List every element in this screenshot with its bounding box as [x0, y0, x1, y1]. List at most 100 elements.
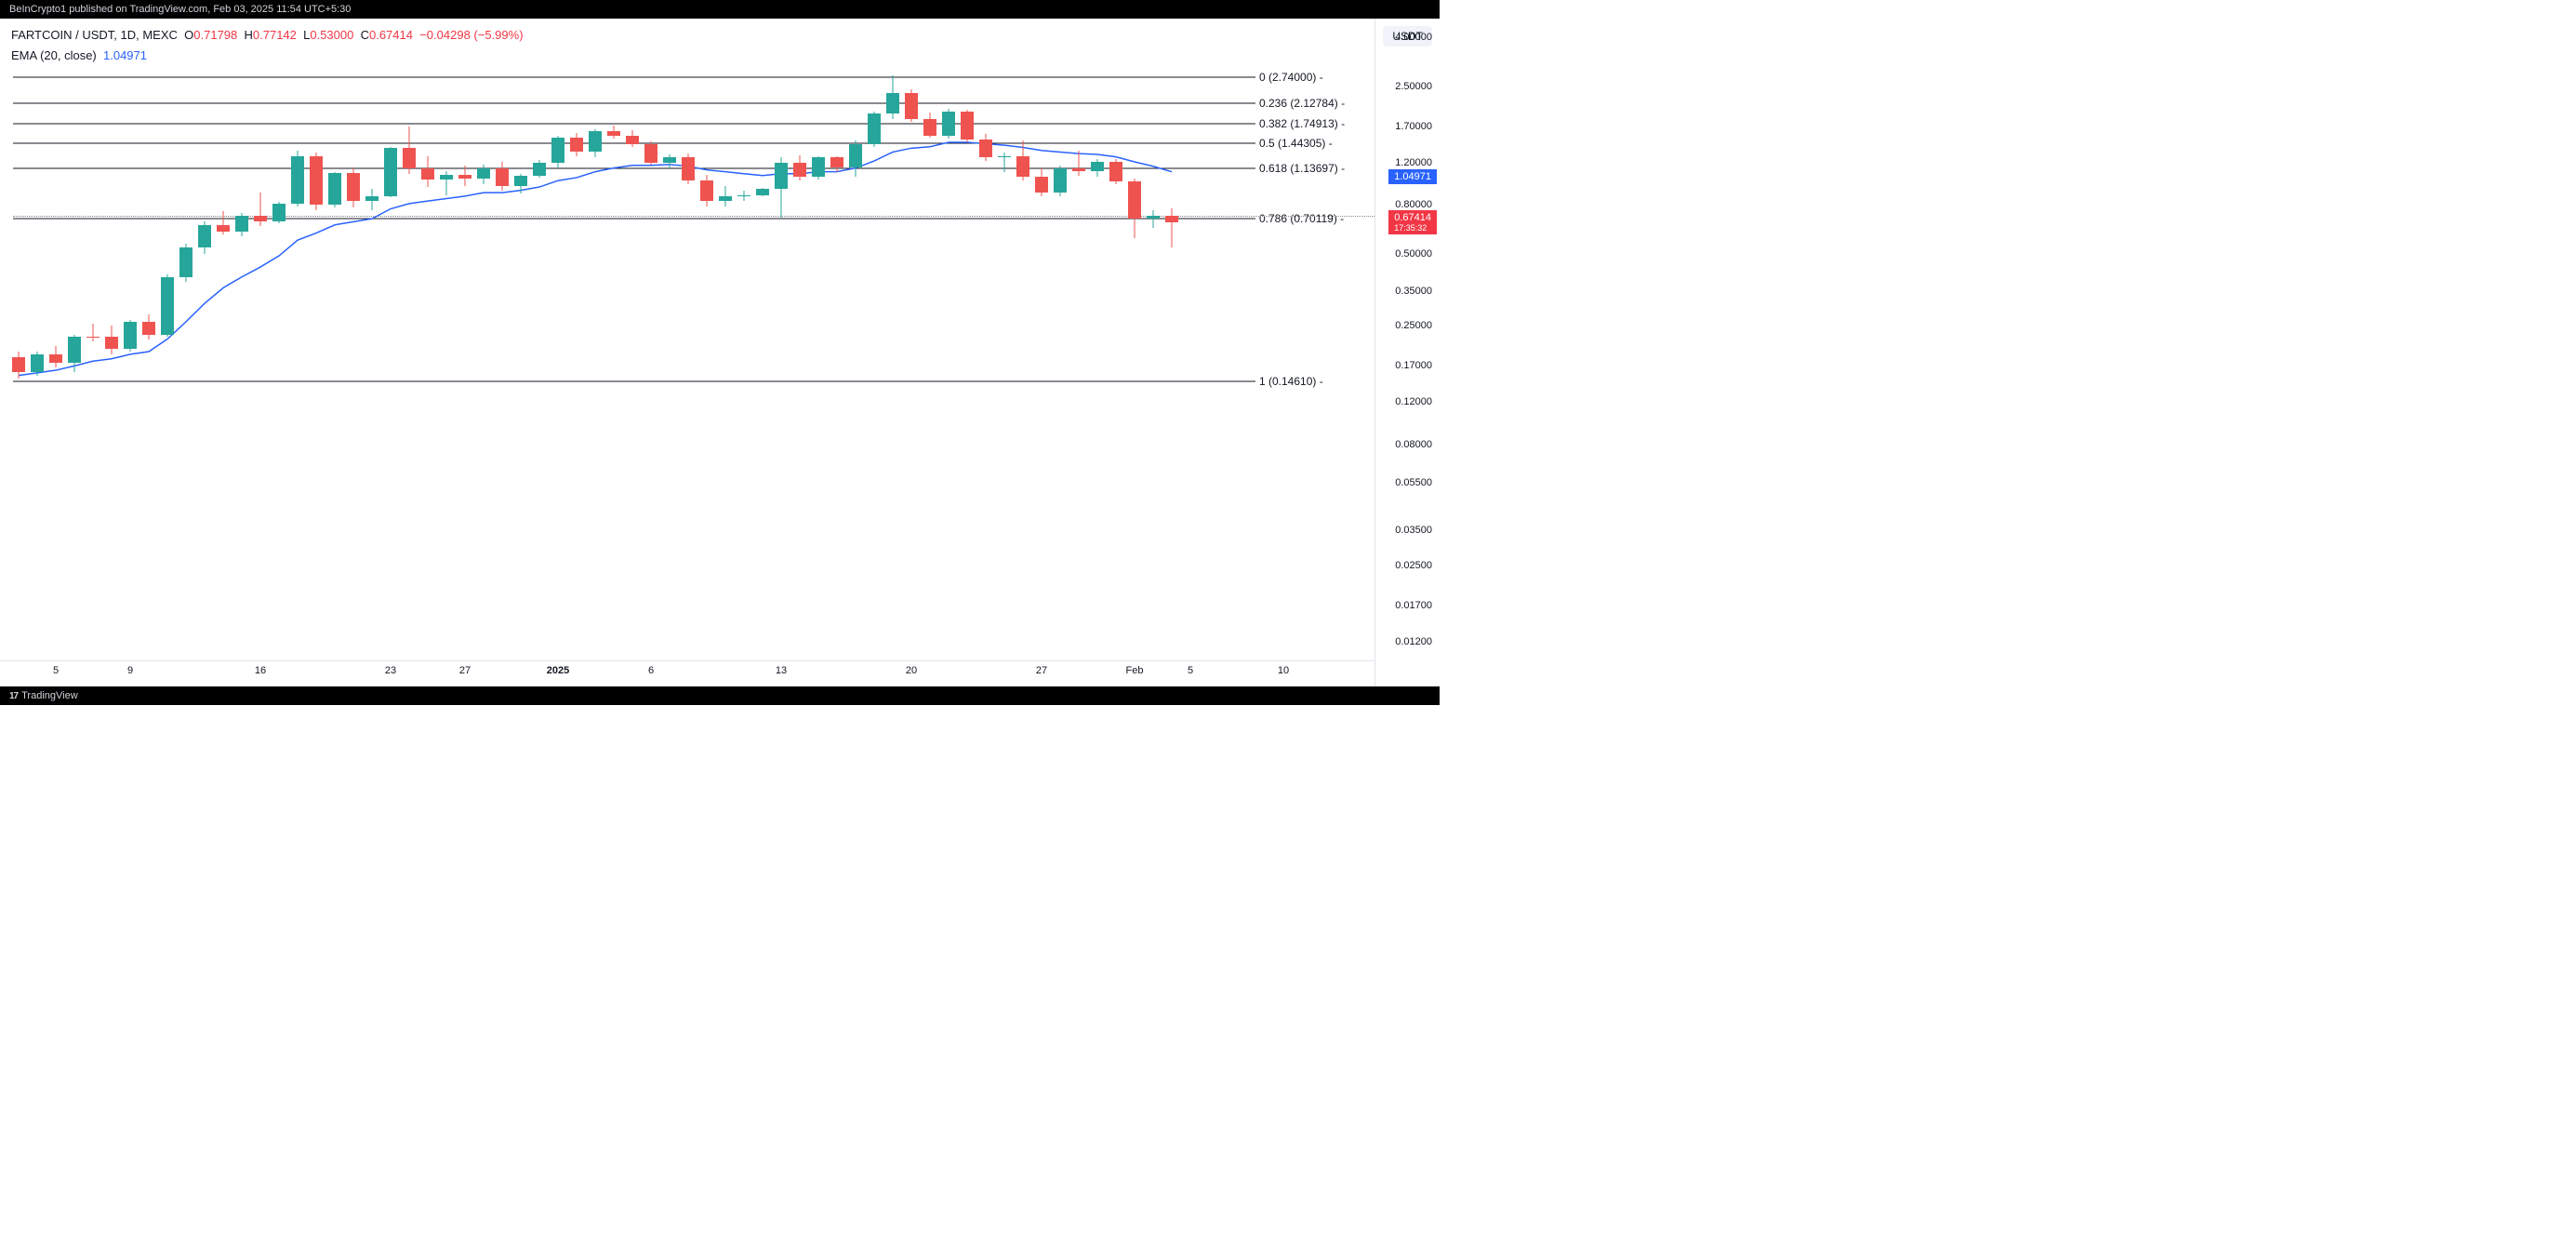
candle-body[interactable]: [328, 173, 341, 206]
candle-body[interactable]: [514, 176, 527, 186]
candle-body[interactable]: [868, 113, 881, 143]
candle-body[interactable]: [626, 136, 639, 144]
x-axis[interactable]: 5916232720256132027Feb510: [0, 660, 1374, 686]
fib-line[interactable]: [13, 123, 1255, 124]
candle-body[interactable]: [700, 180, 713, 201]
candle-body[interactable]: [142, 322, 155, 335]
y-tick-label: 2.50000: [1395, 81, 1432, 92]
candle-body[interactable]: [756, 189, 769, 194]
ema-value: 1.04971: [103, 48, 147, 62]
y-tick-label: 4.00000: [1395, 32, 1432, 43]
candle-body[interactable]: [12, 357, 25, 372]
fib-label: 0.5 (1.44305) -: [1259, 137, 1333, 150]
candle-body[interactable]: [812, 157, 825, 176]
candle-body[interactable]: [775, 163, 788, 189]
candle-body[interactable]: [217, 225, 230, 232]
fib-line[interactable]: [13, 102, 1255, 103]
candle-body[interactable]: [1035, 177, 1048, 193]
y-axis[interactable]: USDT 4.000002.500001.700001.200000.80000…: [1374, 19, 1440, 686]
candle-body[interactable]: [68, 337, 81, 363]
tradingview-logo-icon: 17: [9, 691, 18, 701]
candle-body[interactable]: [458, 175, 471, 179]
candle-body[interactable]: [254, 216, 267, 221]
candle-body[interactable]: [1147, 216, 1160, 219]
candle-body[interactable]: [1128, 181, 1141, 219]
y-tick-label: 0.05500: [1395, 477, 1432, 488]
candle-body[interactable]: [1054, 168, 1067, 193]
candle-body[interactable]: [607, 131, 620, 135]
plot-area[interactable]: 0 (2.74000) -0.236 (2.12784) -0.382 (1.7…: [0, 19, 1374, 660]
candle-body[interactable]: [310, 156, 323, 206]
candle-body[interactable]: [161, 277, 174, 335]
candle-body[interactable]: [663, 157, 676, 163]
y-tick-label: 0.02500: [1395, 560, 1432, 571]
candle-body[interactable]: [942, 112, 955, 136]
candle-body[interactable]: [86, 337, 100, 338]
y-tick-label: 1.70000: [1395, 121, 1432, 132]
ema-label: EMA (20, close): [11, 48, 97, 62]
candle-body[interactable]: [477, 168, 490, 179]
candle-body[interactable]: [551, 138, 564, 163]
candle-wick: [1172, 208, 1173, 247]
y-tick-label: 0.50000: [1395, 248, 1432, 260]
candle-body[interactable]: [365, 196, 378, 201]
ema-line: [0, 19, 1374, 660]
y-tick-label: 0.25000: [1395, 320, 1432, 331]
candle-body[interactable]: [998, 156, 1011, 158]
y-tick-label: 0.80000: [1395, 199, 1432, 210]
fib-line[interactable]: [13, 218, 1255, 219]
fib-label: 0.618 (1.13697) -: [1259, 162, 1345, 175]
y-tick-label: 0.17000: [1395, 360, 1432, 371]
candle-body[interactable]: [570, 138, 583, 153]
fib-line[interactable]: [13, 381, 1255, 382]
candle-body[interactable]: [1165, 216, 1178, 222]
candle-body[interactable]: [105, 337, 118, 349]
symbol-label[interactable]: FARTCOIN / USDT, 1D, MEXC: [11, 28, 178, 42]
candle-body[interactable]: [644, 144, 657, 163]
candle-body[interactable]: [198, 225, 211, 248]
candle-body[interactable]: [923, 119, 936, 136]
candle-body[interactable]: [440, 175, 453, 180]
footer-bar: 17 TradingView: [0, 686, 1440, 705]
candle-body[interactable]: [830, 157, 843, 166]
candle-body[interactable]: [49, 354, 62, 363]
fib-label: 0.236 (2.12784) -: [1259, 97, 1345, 110]
candle-body[interactable]: [124, 322, 137, 349]
close-value: 0.67414: [369, 28, 413, 42]
fib-line[interactable]: [13, 167, 1255, 168]
candle-body[interactable]: [1072, 168, 1085, 171]
candle-body[interactable]: [31, 354, 44, 372]
candle-body[interactable]: [496, 168, 509, 186]
candle-body[interactable]: [849, 144, 862, 167]
y-tick-label: 0.01200: [1395, 636, 1432, 647]
candle-body[interactable]: [793, 163, 806, 177]
publisher-text: BeInCrypto1 published on TradingView.com…: [9, 4, 351, 15]
candle-body[interactable]: [347, 173, 360, 201]
x-tick-label: 27: [459, 665, 471, 676]
candle-body[interactable]: [533, 163, 546, 176]
y-tick-label: 0.08000: [1395, 439, 1432, 450]
candle-body[interactable]: [1109, 162, 1122, 181]
candle-body[interactable]: [1091, 162, 1104, 171]
candle-body[interactable]: [682, 157, 695, 181]
candle-body[interactable]: [272, 204, 285, 222]
candle-body[interactable]: [1016, 156, 1029, 177]
candle-body[interactable]: [961, 112, 974, 140]
candle-body[interactable]: [384, 148, 397, 196]
candle-body[interactable]: [886, 93, 899, 114]
candle-body[interactable]: [719, 196, 732, 201]
candle-body[interactable]: [179, 247, 193, 276]
x-tick-label: Feb: [1126, 665, 1144, 676]
x-tick-label: 27: [1036, 665, 1047, 676]
fib-line[interactable]: [13, 76, 1255, 77]
candle-body[interactable]: [291, 156, 304, 204]
candle-body[interactable]: [589, 131, 602, 152]
candle-body[interactable]: [905, 93, 918, 119]
candle-body[interactable]: [235, 216, 248, 232]
candle-body[interactable]: [421, 168, 434, 180]
candle-body[interactable]: [737, 195, 750, 196]
close-label: C: [361, 28, 369, 42]
publisher-bar: BeInCrypto1 published on TradingView.com…: [0, 0, 1440, 19]
candle-body[interactable]: [403, 148, 416, 167]
candle-body[interactable]: [979, 140, 992, 157]
